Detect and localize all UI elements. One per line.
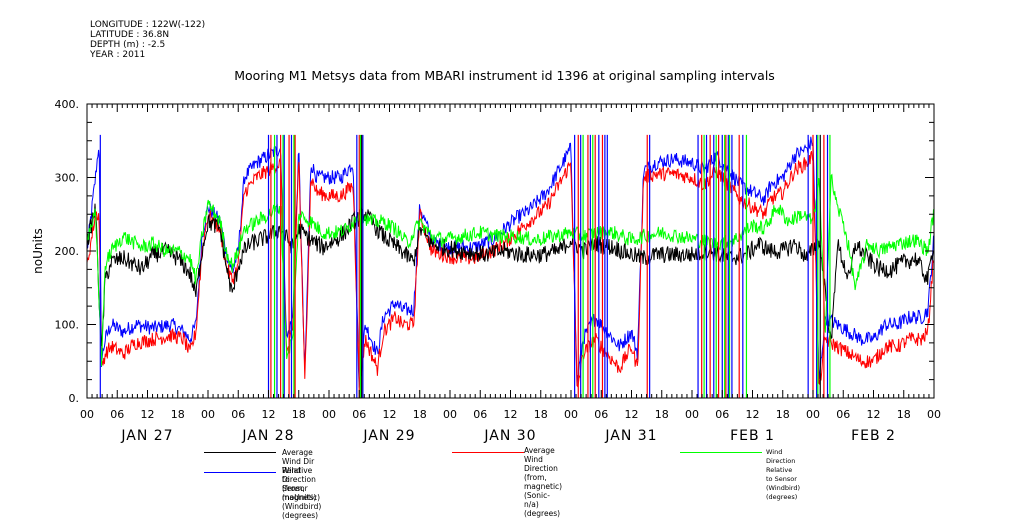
x-hour-label-5-2: 12: [746, 408, 760, 421]
x-hour-label-5-3: 18: [776, 408, 790, 421]
legend-green-line: [680, 452, 762, 453]
year-text: YEAR : 2011: [90, 50, 146, 60]
x-hour-label-3-2: 12: [504, 408, 518, 421]
x-hour-label-final: 00: [927, 408, 941, 421]
legend-blue-label: Wind Direction (from, magnetic) (Windbir…: [282, 466, 322, 520]
x-hour-label-2-0: 00: [322, 408, 336, 421]
y-axis-label: noUnits: [31, 228, 45, 274]
longitude-text: LONGITUDE : 122W(-122): [90, 20, 206, 30]
x-hour-label-1-0: 00: [201, 408, 215, 421]
x-hour-label-0-3: 18: [171, 408, 185, 421]
depth-text: DEPTH (m) : -2.5: [90, 40, 166, 50]
latitude-text: LATITUDE : 36.8N: [90, 30, 170, 40]
x-date-label-1: JAN 28: [241, 428, 294, 444]
series-line-blue: [87, 136, 934, 388]
chart-title: Mooring M1 Metsys data from MBARI instru…: [234, 68, 775, 83]
y-tick-label-200: 200.: [55, 245, 80, 258]
series-line-red: [87, 151, 934, 388]
x-hour-label-2-3: 18: [413, 408, 427, 421]
x-hour-label-3-1: 06: [473, 408, 487, 421]
legend-red-label: Average Wind Direction (from, magnetic) …: [524, 446, 563, 518]
legend-black-line: [204, 452, 276, 453]
legend-blue-line: [204, 472, 276, 473]
legend-black-label: Average Wind Dir Relative to Sensor (noU…: [282, 448, 317, 502]
x-date-label-2: JAN 29: [362, 428, 415, 444]
x-date-label-5: FEB 1: [730, 428, 775, 444]
y-tick-label-300: 300.: [55, 172, 80, 185]
x-hour-label-6-3: 18: [897, 408, 911, 421]
chart-svg: 0. 100. 200. 300. 400. noUnits 00 06 12 18 00 06 12 1…: [31, 98, 941, 444]
x-hour-label-5-1: 06: [715, 408, 729, 421]
x-hour-label-2-2: 12: [383, 408, 397, 421]
x-hour-label-6-0: 00: [806, 408, 820, 421]
x-hour-label-3-0: 00: [443, 408, 457, 421]
y-tick-label-400: 400.: [55, 98, 80, 111]
x-hour-label-6-1: 06: [836, 408, 850, 421]
x-hour-label-4-1: 06: [594, 408, 608, 421]
x-hour-label-4-0: 00: [564, 408, 578, 421]
x-date-label-4: JAN 31: [604, 428, 657, 444]
x-hour-label-0-1: 06: [110, 408, 124, 421]
metadata-block: LONGITUDE : 122W(-122) LATITUDE : 36.8N …: [90, 20, 205, 60]
x-hour-label-5-0: 00: [685, 408, 699, 421]
x-hour-label-3-3: 18: [534, 408, 548, 421]
x-hour-label-4-3: 18: [655, 408, 669, 421]
series-line-black: [87, 203, 934, 347]
x-hour-label-6-2: 12: [867, 408, 881, 421]
y-tick-label-0: 0.: [69, 392, 80, 405]
legend-red-line: [452, 452, 524, 453]
x-hour-label-1-1: 06: [231, 408, 245, 421]
y-tick-label-100: 100.: [55, 319, 80, 332]
x-hour-label-0-0: 00: [80, 408, 94, 421]
legend-green-label: Wind Direction Relative to Sensor (Windb…: [766, 448, 801, 501]
x-date-label-0: JAN 27: [120, 428, 173, 444]
x-hour-label-1-3: 18: [292, 408, 306, 421]
x-hour-label-2-1: 06: [352, 408, 366, 421]
x-date-label-3: JAN 30: [483, 428, 536, 444]
x-hour-label-0-2: 12: [141, 408, 155, 421]
x-date-label-6: FEB 2: [851, 428, 896, 444]
series-line-green: [87, 173, 934, 367]
x-hour-label-4-2: 12: [625, 408, 639, 421]
x-hour-label-1-2: 12: [262, 408, 276, 421]
